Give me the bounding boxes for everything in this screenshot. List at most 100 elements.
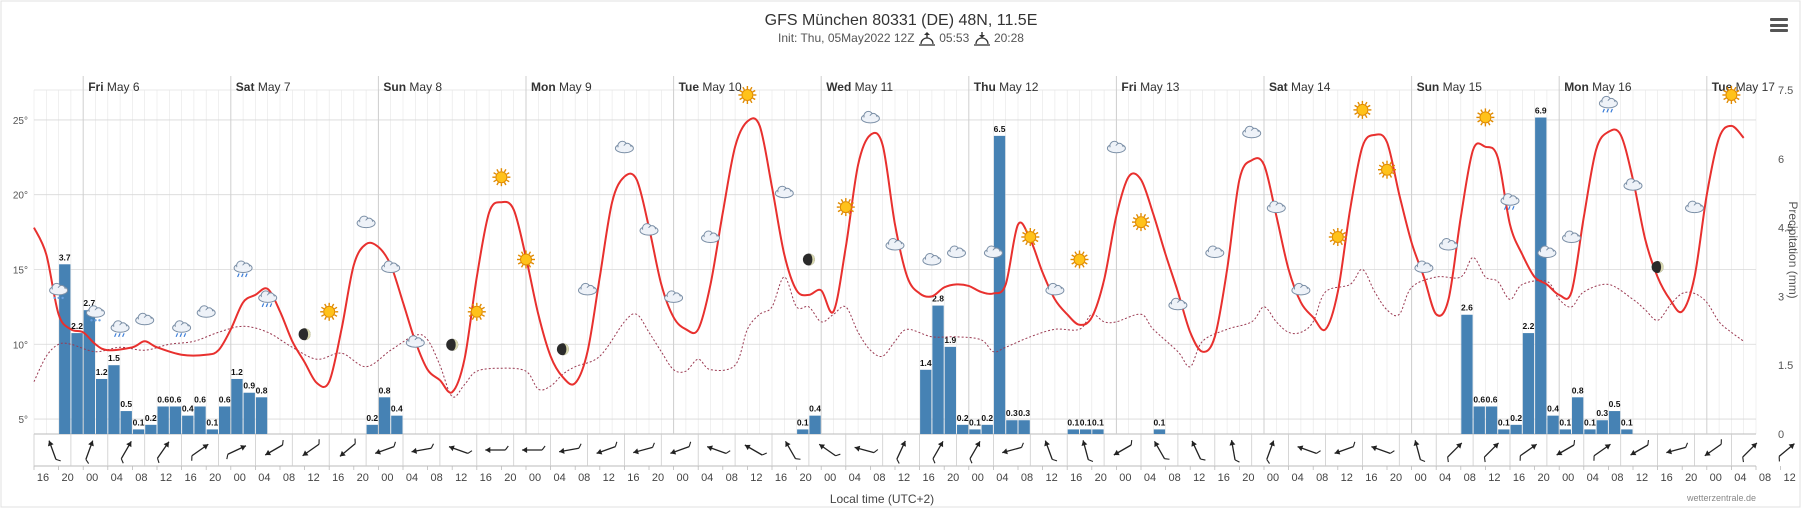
precip-label: 0.1 (1154, 417, 1166, 427)
precip-bar (1572, 397, 1584, 434)
hour-label: 04 (258, 472, 270, 484)
credit-text: wetterzentrale.de (1686, 493, 1756, 503)
wind-arrow-icon (1630, 439, 1650, 456)
hour-label: 12 (603, 472, 615, 484)
precip-bar (797, 429, 809, 434)
wind-arrow-icon (191, 443, 209, 461)
hour-label: 12 (1783, 472, 1795, 484)
precip-label: 0.2 (981, 413, 993, 423)
day-label-weekday: Sat (1269, 80, 1288, 94)
y-right-tick-label: 4.5 (1778, 223, 1793, 235)
hour-label: 12 (160, 472, 172, 484)
precip-label: 0.1 (1067, 417, 1079, 427)
cloud-icon (1685, 200, 1704, 214)
day-label-date: May 17 (1732, 80, 1775, 94)
wind-arrow-icon (226, 445, 247, 460)
sunset-icon (973, 31, 990, 46)
precip-label: 0.2 (1510, 413, 1522, 423)
precip-bar (1473, 406, 1485, 434)
day-label-weekday: Thu (974, 80, 996, 94)
precip-bar (920, 369, 932, 434)
cloud-icon (947, 245, 966, 258)
precip-label: 2.2 (71, 321, 83, 331)
precip-label: 2.2 (1523, 321, 1535, 331)
precip-bar (206, 429, 218, 434)
day-label: Tue May 17 (1712, 80, 1775, 94)
precip-bar (182, 415, 194, 434)
hour-label: 08 (1611, 472, 1623, 484)
cloud-icon (356, 215, 376, 229)
day-label-date: May 10 (699, 80, 742, 94)
precip-bar (145, 424, 157, 434)
cloud-icon (860, 110, 880, 124)
y-axis-left: 5° 10° 15° 20° 25° (13, 116, 28, 426)
day-label-date: May 6 (104, 80, 140, 94)
hour-label: 20 (1537, 472, 1549, 484)
hamburger-menu-icon[interactable] (1770, 18, 1788, 32)
sun-icon (517, 250, 535, 269)
hour-label: 08 (135, 472, 147, 484)
y-right-tick-label: 6 (1778, 154, 1784, 166)
precip-bar (981, 424, 993, 434)
precip-label: 0.1 (133, 417, 145, 427)
hour-label: 04 (1439, 472, 1451, 484)
sun-icon (492, 168, 511, 187)
day-label-date: May 14 (1288, 80, 1331, 94)
day-label-weekday: Sun (1417, 80, 1440, 94)
cloud-icon (196, 305, 216, 318)
cloud-icon (639, 223, 659, 236)
hour-label: 20 (1390, 472, 1402, 484)
wind-arrow-icon (969, 441, 981, 464)
cloud-icon (1291, 282, 1311, 296)
hour-label: 16 (1070, 472, 1082, 484)
precip-label: 1.9 (944, 335, 956, 345)
day-label: Fri May 13 (1121, 80, 1179, 94)
day-label-date: May 8 (406, 80, 442, 94)
wind-arrow-icon (1266, 440, 1275, 464)
y-tick-label: 20° (13, 191, 28, 202)
precip-bar (1067, 429, 1079, 434)
precip-bar (1153, 429, 1166, 434)
wind-arrow-icon (339, 438, 356, 457)
chart-subtitle: Init: Thu, 05May2022 12Z 05:53 20:28 (0, 31, 1802, 46)
cloud-icon (701, 230, 720, 243)
hour-label: 04 (1291, 472, 1303, 484)
cloud-icon (1106, 140, 1126, 154)
precip-bar (1621, 429, 1633, 434)
hour-label: 08 (283, 472, 295, 484)
hour-label: 00 (1119, 472, 1131, 484)
wind-arrow-icon (744, 444, 767, 456)
precip-bar (993, 135, 1006, 434)
precip-bar (255, 397, 268, 434)
precip-label: 2.6 (1461, 303, 1473, 313)
precip-label: 1.2 (231, 367, 243, 377)
wind-arrow-icon (784, 441, 801, 460)
cloud-icon (578, 282, 597, 296)
precip-labels: 3.72.22.71.21.50.50.1 0.20.6 0.60.40.60.10… (59, 106, 1633, 428)
wind-arrow-icon (1081, 440, 1094, 463)
precip-label: 0.1 (1498, 417, 1510, 427)
precip-bar (366, 424, 378, 434)
precip-bar (1461, 314, 1473, 434)
hour-label: 08 (873, 472, 885, 484)
hour-label: 16 (1365, 472, 1377, 484)
hour-label: 00 (824, 472, 836, 484)
rain-cloud-icon (1598, 95, 1618, 113)
cloud-icon (405, 335, 425, 348)
wind-arrow-icon (596, 441, 618, 455)
precip-label: 0.4 (182, 404, 194, 414)
wind-arrow-icon (854, 445, 879, 454)
wind-arrow-icon (633, 442, 655, 455)
day-label-weekday: Mon (1564, 80, 1589, 94)
precip-label: 6.9 (1535, 106, 1547, 116)
cloud-icon (1205, 245, 1225, 258)
hour-label: 20 (1685, 472, 1697, 484)
wind-arrow-icon (818, 443, 841, 457)
wind-arrow-icon (1778, 443, 1795, 462)
hour-label: 04 (111, 472, 123, 484)
wind-arrow-icon (1113, 439, 1133, 456)
cloud-icon (1439, 238, 1458, 251)
rain-cloud-icon (1500, 193, 1520, 210)
precip-bar (1485, 406, 1498, 434)
